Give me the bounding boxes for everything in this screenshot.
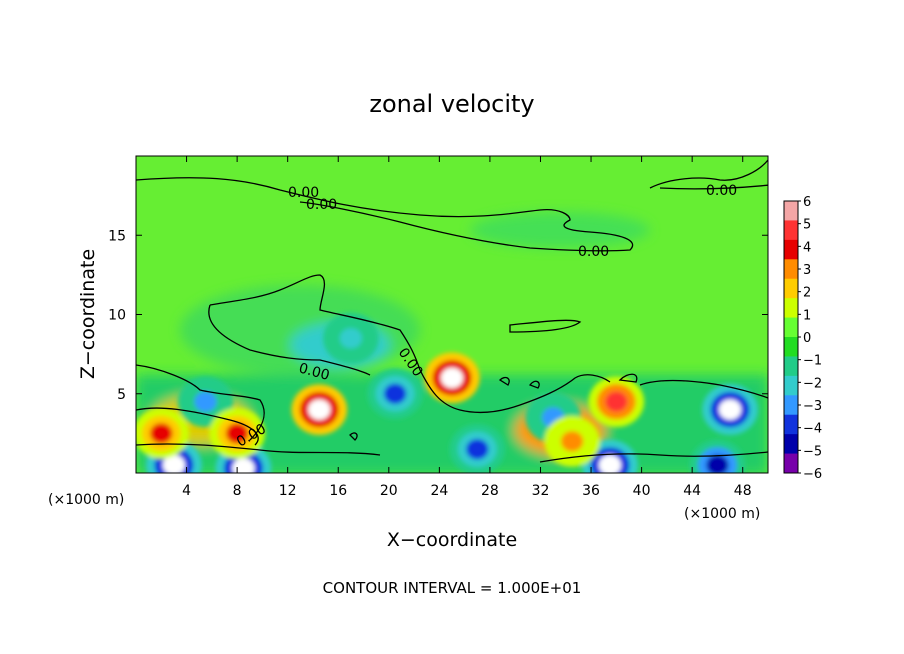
colorbar-label: −5 xyxy=(803,444,822,459)
velocity-feature xyxy=(194,391,217,412)
contour-line xyxy=(639,379,768,399)
y-tick-label: 5 xyxy=(117,387,126,403)
colorbar-label: 2 xyxy=(803,286,811,301)
x-tick-label: 32 xyxy=(532,483,550,499)
colorbar-label: 4 xyxy=(803,240,811,255)
contour-line xyxy=(498,376,510,386)
velocity-feature xyxy=(718,399,742,420)
velocity-feature xyxy=(440,367,464,389)
contour-line xyxy=(528,380,540,389)
velocity-feature xyxy=(598,454,622,473)
contour-line xyxy=(136,364,265,441)
x-axis-label: X−coordinate xyxy=(387,529,517,551)
colorbar-swatch xyxy=(784,317,798,338)
x-tick-label: 24 xyxy=(430,483,448,499)
contour-line xyxy=(209,274,421,371)
y-axis: 5 10 15 xyxy=(108,228,768,403)
colorbar-swatch xyxy=(784,434,798,455)
y-tick-label: 15 xyxy=(108,228,126,244)
colorbar-label: 0 xyxy=(803,331,811,346)
colorbar-swatch xyxy=(784,395,798,416)
velocity-feature xyxy=(150,423,173,444)
contour-label: 0.00 xyxy=(578,244,609,260)
contour-label: 0.00 xyxy=(297,360,331,384)
y-tick-label: 10 xyxy=(108,308,126,324)
colorbar-swatch xyxy=(784,337,798,357)
contour-line xyxy=(539,451,768,463)
contour-line xyxy=(349,432,358,441)
velocity-feature xyxy=(706,454,729,473)
field-features xyxy=(136,312,758,473)
contour-line xyxy=(509,319,582,333)
velocity-feature xyxy=(383,383,407,404)
contour-label: 0.00 xyxy=(706,183,737,199)
velocity-feature xyxy=(225,423,249,444)
velocity-feature xyxy=(339,328,363,349)
x-tick-label: 48 xyxy=(734,483,752,499)
colorbar-label: 5 xyxy=(803,218,811,233)
colorbar-label: −1 xyxy=(803,354,822,369)
colorbar-swatch xyxy=(784,220,798,241)
contour-line xyxy=(419,369,611,414)
x-tick-label: 36 xyxy=(582,483,600,499)
colorbar-label: 1 xyxy=(803,308,811,323)
colorbar-swatch xyxy=(784,239,798,260)
x-unit-right: (×1000 m) xyxy=(684,506,760,522)
colorbar-label: 3 xyxy=(803,263,811,278)
colorbar-label: 6 xyxy=(803,195,811,210)
x-unit-left: (×1000 m) xyxy=(48,492,124,508)
velocity-feature xyxy=(232,458,255,473)
velocity-feature xyxy=(560,431,584,452)
y-axis-label: Z−coordinate xyxy=(77,249,99,379)
contour-line xyxy=(208,304,371,376)
colorbar-swatch xyxy=(784,259,798,280)
colorbar-label: −6 xyxy=(803,467,822,482)
x-tick-label: 16 xyxy=(329,483,347,499)
colorbar-label: −3 xyxy=(803,399,822,414)
contours xyxy=(136,159,768,463)
colorbar-swatch xyxy=(784,298,798,319)
x-axis: 4 8 12 16 20 24 28 32 36 40 44 48 xyxy=(182,156,752,499)
velocity-feature xyxy=(162,454,186,473)
colorbar-swatch xyxy=(784,201,798,221)
colorbar-swatch xyxy=(784,414,798,435)
contour-label: 0.00 xyxy=(306,197,337,213)
contour-line xyxy=(618,373,638,383)
velocity-feature xyxy=(466,439,489,460)
contour-label: 0.00 xyxy=(288,185,319,201)
colorbar-label: −4 xyxy=(803,422,822,437)
x-tick-label: 28 xyxy=(481,483,499,499)
chart-title: zonal velocity xyxy=(369,90,534,118)
velocity-feature xyxy=(308,399,331,420)
colorbar: 6 5 4 3 2 1 0 −1 −2 −3 −4 −5 −6 xyxy=(783,195,822,482)
plot-area: 0.00 0.00 0.00 0.00 0.00 0.00 0.00 xyxy=(136,156,768,473)
x-tick-label: 12 xyxy=(279,483,297,499)
contour-interval: CONTOUR INTERVAL = 1.000E+01 xyxy=(323,579,582,597)
velocity-feature xyxy=(605,391,628,412)
contour-line xyxy=(136,177,634,252)
field-patch xyxy=(470,212,650,248)
x-tick-label: 4 xyxy=(182,483,191,499)
x-tick-label: 8 xyxy=(233,483,242,499)
x-tick-label: 40 xyxy=(633,483,651,499)
x-tick-label: 20 xyxy=(380,483,398,499)
x-tick-label: 44 xyxy=(683,483,701,499)
colorbar-swatch xyxy=(784,375,798,396)
colorbar-swatch xyxy=(784,453,798,474)
contour-line xyxy=(136,407,259,446)
contour-line xyxy=(659,184,768,190)
contour-line xyxy=(649,159,768,189)
colorbar-label: −2 xyxy=(803,376,822,391)
contour-line xyxy=(136,443,381,456)
colorbar-swatch xyxy=(784,356,798,377)
colorbar-swatch xyxy=(784,278,798,299)
